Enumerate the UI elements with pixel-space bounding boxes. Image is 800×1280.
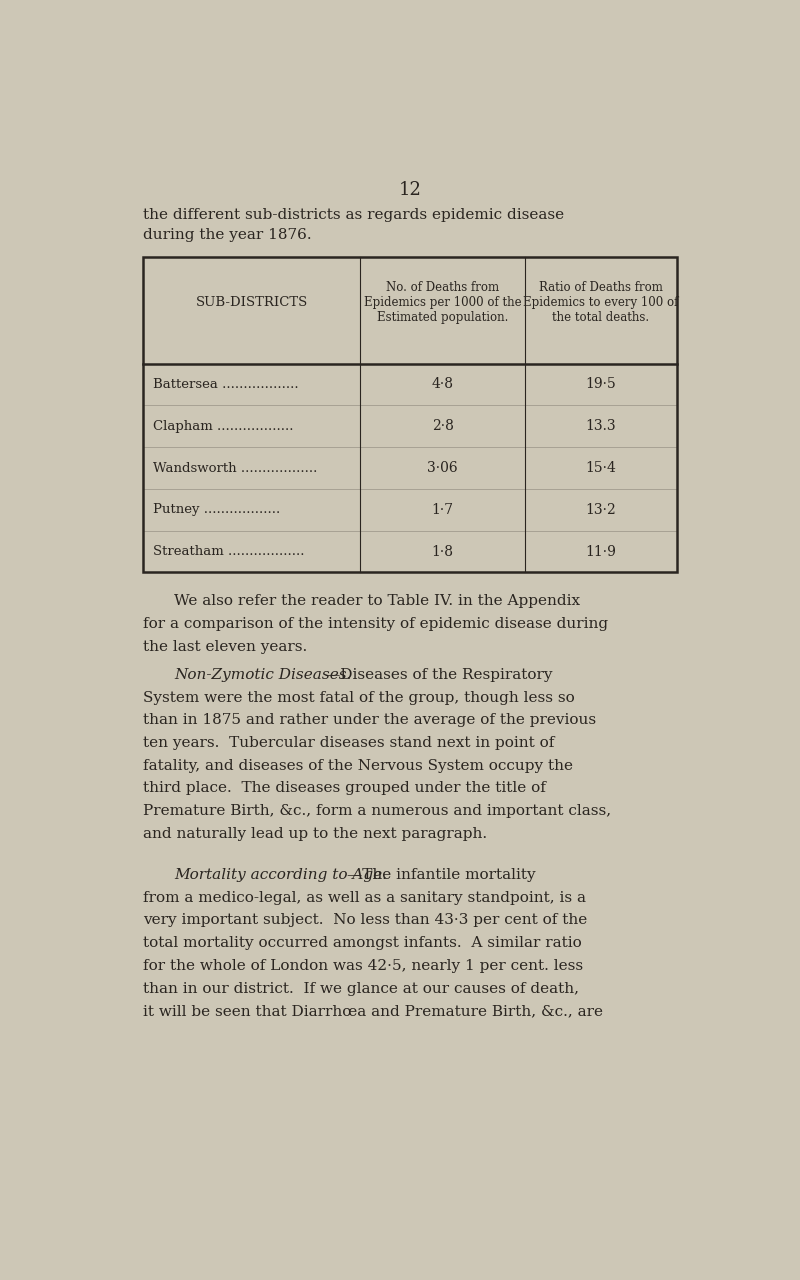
Text: Putney ..................: Putney .................. bbox=[153, 503, 280, 516]
Text: System were the most fatal of the group, though less so: System were the most fatal of the group,… bbox=[143, 691, 575, 705]
Text: 11·9: 11·9 bbox=[586, 544, 616, 558]
Text: from a medico-legal, as well as a sanitary standpoint, is a: from a medico-legal, as well as a sanita… bbox=[143, 891, 586, 905]
Text: 3·06: 3·06 bbox=[427, 461, 458, 475]
Text: than in 1875 and rather under the average of the previous: than in 1875 and rather under the averag… bbox=[143, 713, 597, 727]
Text: the last eleven years.: the last eleven years. bbox=[143, 640, 308, 654]
Text: SUB-DISTRICTS: SUB-DISTRICTS bbox=[196, 296, 308, 308]
Text: for a comparison of the intensity of epidemic disease during: for a comparison of the intensity of epi… bbox=[143, 617, 609, 631]
Text: the different sub-districts as regards epidemic disease: the different sub-districts as regards e… bbox=[143, 207, 565, 221]
Text: —Diseases of the Respiratory: —Diseases of the Respiratory bbox=[325, 668, 553, 682]
Text: Premature Birth, &c., form a numerous and important class,: Premature Birth, &c., form a numerous an… bbox=[143, 804, 611, 818]
Text: Non-Zymotic Diseases.: Non-Zymotic Diseases. bbox=[174, 668, 352, 682]
Text: ten years.  Tubercular diseases stand next in point of: ten years. Tubercular diseases stand nex… bbox=[143, 736, 554, 750]
Text: during the year 1876.: during the year 1876. bbox=[143, 228, 312, 242]
Text: 2·8: 2·8 bbox=[432, 420, 454, 433]
Text: —The infantile mortality: —The infantile mortality bbox=[346, 868, 535, 882]
Text: Streatham ..................: Streatham .................. bbox=[153, 545, 304, 558]
Text: 4·8: 4·8 bbox=[431, 378, 454, 392]
Text: 13.3: 13.3 bbox=[586, 420, 616, 433]
Text: Battersea ..................: Battersea .................. bbox=[153, 378, 298, 390]
Text: very important subject.  No less than 43·3 per cent of the: very important subject. No less than 43·… bbox=[143, 914, 588, 928]
Text: 19·5: 19·5 bbox=[586, 378, 616, 392]
Text: Mortality according to Age.: Mortality according to Age. bbox=[174, 868, 387, 882]
Text: Wandsworth ..................: Wandsworth .................. bbox=[153, 462, 317, 475]
Text: 13·2: 13·2 bbox=[586, 503, 616, 517]
Text: 1·8: 1·8 bbox=[431, 544, 454, 558]
Text: Clapham ..................: Clapham .................. bbox=[153, 420, 293, 433]
Text: it will be seen that Diarrhœa and Premature Birth, &c., are: it will be seen that Diarrhœa and Premat… bbox=[143, 1005, 603, 1018]
Text: for the whole of London was 42·5, nearly 1 per cent. less: for the whole of London was 42·5, nearly… bbox=[143, 959, 583, 973]
Text: third place.  The diseases grouped under the title of: third place. The diseases grouped under … bbox=[143, 781, 546, 795]
Text: 12: 12 bbox=[398, 182, 422, 200]
Text: 1·7: 1·7 bbox=[431, 503, 454, 517]
Text: total mortality occurred amongst infants.  A similar ratio: total mortality occurred amongst infants… bbox=[143, 936, 582, 950]
Text: Ratio of Deaths from
Epidemics to every 100 of
the total deaths.: Ratio of Deaths from Epidemics to every … bbox=[523, 280, 678, 324]
Text: and naturally lead up to the next paragraph.: and naturally lead up to the next paragr… bbox=[143, 827, 487, 841]
Text: No. of Deaths from
Epidemics per 1000 of the
Estimated population.: No. of Deaths from Epidemics per 1000 of… bbox=[364, 280, 522, 324]
Text: than in our district.  If we glance at our causes of death,: than in our district. If we glance at ou… bbox=[143, 982, 579, 996]
Bar bbox=[143, 257, 677, 572]
Text: We also refer the reader to Table IV. in the Appendix: We also refer the reader to Table IV. in… bbox=[174, 594, 581, 608]
Text: 15·4: 15·4 bbox=[586, 461, 616, 475]
Text: fatality, and diseases of the Nervous System occupy the: fatality, and diseases of the Nervous Sy… bbox=[143, 759, 574, 773]
